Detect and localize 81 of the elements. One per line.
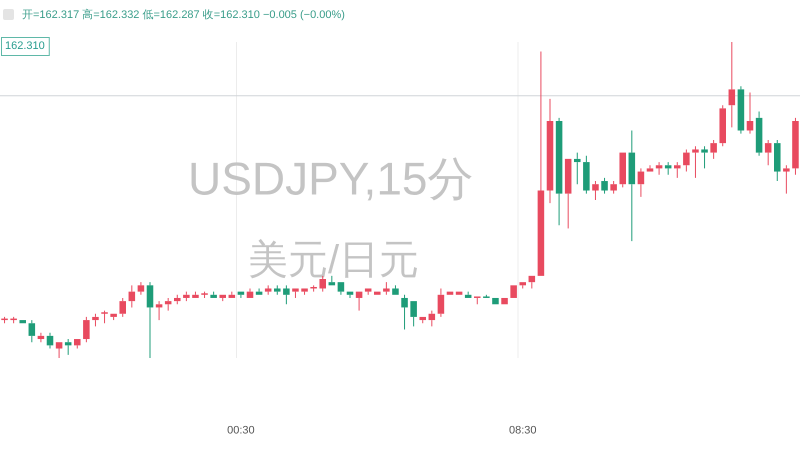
candlestick bbox=[674, 162, 681, 178]
candlestick bbox=[738, 86, 744, 134]
candlestick bbox=[728, 42, 736, 128]
candlestick bbox=[138, 282, 144, 296]
candlestick bbox=[110, 314, 117, 321]
candlestick bbox=[783, 164, 790, 194]
candlestick bbox=[538, 50, 544, 276]
candlestick bbox=[564, 158, 572, 229]
candlestick bbox=[528, 276, 536, 289]
x-tick-label: 08:30 bbox=[508, 424, 536, 437]
candlestick bbox=[274, 284, 281, 296]
candlestick bbox=[264, 284, 272, 296]
candlestick bbox=[46, 332, 54, 350]
annotation: 162.310 bbox=[5, 40, 45, 52]
candlestick bbox=[56, 342, 62, 358]
candlestick bbox=[101, 310, 108, 324]
candlestick bbox=[428, 310, 436, 327]
candlestick bbox=[692, 146, 699, 178]
candlestick bbox=[556, 117, 562, 226]
candlestick bbox=[719, 104, 726, 147]
candlestick bbox=[164, 297, 172, 312]
candlestick bbox=[328, 275, 336, 286]
candlestick bbox=[283, 284, 290, 305]
text: 开=162.317 高=162.332 低=162.287 收=162.310 −0.005 (−0.00%) bbox=[22, 8, 345, 22]
candlestick bbox=[792, 117, 799, 176]
candlestick bbox=[174, 294, 181, 305]
candlestick bbox=[592, 180, 599, 200]
candlestick bbox=[192, 291, 199, 298]
candlestick bbox=[638, 168, 644, 198]
candlestick bbox=[656, 162, 662, 176]
candlestick bbox=[401, 294, 408, 330]
candlestick bbox=[574, 152, 581, 185]
candlestick bbox=[383, 282, 390, 296]
candlestick bbox=[410, 301, 417, 327]
candlestick bbox=[119, 297, 126, 318]
candlestick bbox=[474, 296, 481, 305]
candlestick bbox=[619, 152, 626, 188]
candlestick bbox=[156, 300, 162, 321]
candlestick bbox=[438, 288, 444, 318]
candlestick bbox=[419, 316, 426, 324]
candlestick bbox=[356, 292, 362, 312]
candlestick bbox=[601, 177, 608, 194]
candlestick bbox=[746, 92, 754, 134]
candlestick bbox=[664, 162, 672, 176]
candlestick bbox=[764, 139, 772, 166]
candlestick bbox=[683, 148, 690, 172]
candlestick bbox=[38, 332, 44, 343]
candlestick bbox=[128, 284, 136, 308]
candlestick bbox=[74, 339, 81, 350]
candlestick bbox=[583, 155, 590, 194]
candlestick bbox=[628, 130, 636, 242]
candlestick bbox=[64, 338, 72, 356]
candlestick bbox=[774, 139, 781, 182]
candlestick bbox=[346, 292, 354, 298]
candlestick bbox=[338, 282, 344, 296]
candlestick bbox=[28, 320, 36, 343]
candlestick bbox=[246, 288, 254, 298]
candlestick bbox=[701, 146, 708, 169]
candlestick bbox=[710, 139, 717, 160]
candlestick bbox=[464, 291, 472, 298]
candlestick bbox=[301, 288, 308, 296]
x-tick-label: 00:30 bbox=[227, 424, 255, 437]
candlestick bbox=[219, 294, 226, 302]
candlestick bbox=[292, 288, 299, 298]
candlestick bbox=[519, 282, 526, 289]
candlestick bbox=[756, 111, 762, 156]
candlestick bbox=[256, 288, 262, 295]
candlestick bbox=[546, 98, 554, 204]
candlestick bbox=[364, 288, 372, 296]
candlestick bbox=[610, 180, 617, 194]
candlestick bbox=[238, 292, 244, 298]
candlestick bbox=[92, 313, 99, 327]
annotation: USDJPY,15分 bbox=[188, 152, 474, 205]
candlestick bbox=[392, 284, 399, 295]
candlestick bbox=[83, 316, 90, 343]
candlestick bbox=[228, 291, 236, 298]
candlestick bbox=[646, 164, 654, 172]
candlestick bbox=[210, 291, 217, 298]
annotation: 美元/日元 bbox=[248, 238, 420, 282]
candlestick bbox=[146, 282, 154, 358]
candlestick bbox=[183, 291, 190, 302]
